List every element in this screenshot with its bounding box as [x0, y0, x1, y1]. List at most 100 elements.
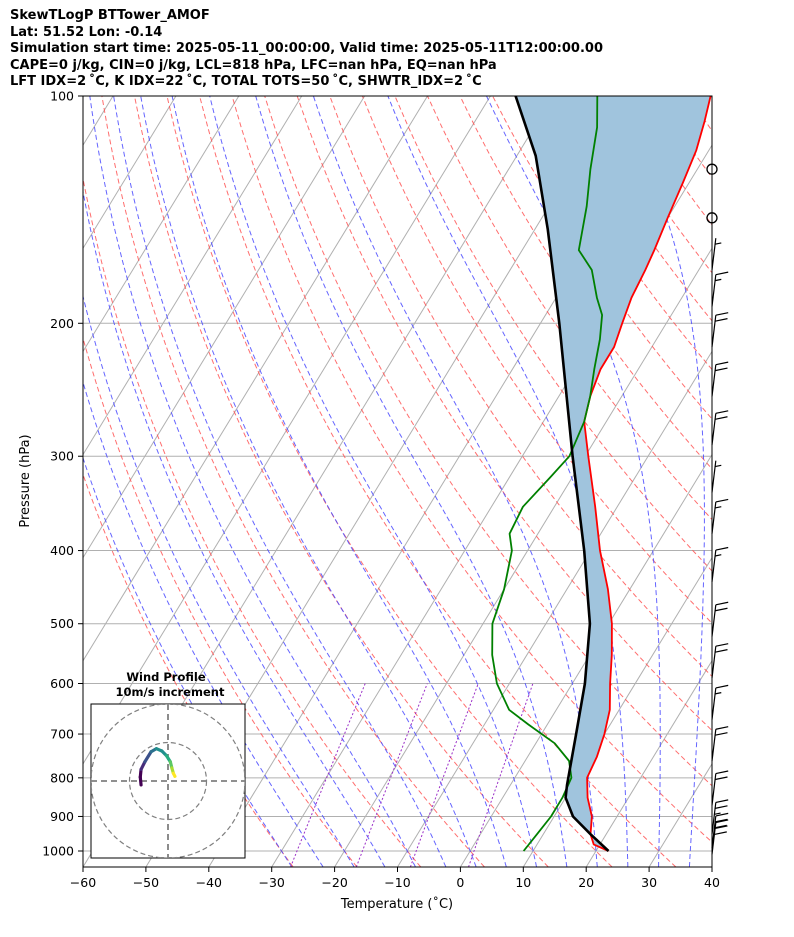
- wind-barb: [711, 601, 729, 637]
- moist-adiabat-line: [171, 96, 507, 867]
- wind-barb: [711, 410, 729, 446]
- barb-half-flag: [714, 506, 722, 509]
- wind-barb: [711, 726, 729, 762]
- x-tick-label: −20: [321, 875, 347, 890]
- barb-flag: [715, 819, 729, 824]
- dry-adiabat-line: [101, 96, 485, 867]
- x-tick-label: −30: [259, 875, 285, 890]
- wind-barb: [711, 770, 729, 806]
- y-tick-label: 400: [50, 543, 74, 558]
- plot-area: [83, 96, 794, 867]
- barb-flag: [714, 776, 728, 781]
- calm-circle: [706, 163, 718, 175]
- y-tick-label: 700: [50, 727, 74, 742]
- barb-staff: [711, 501, 717, 534]
- barb-staff: [711, 460, 717, 493]
- moist-adiabat-line: [83, 188, 386, 867]
- dry-adiabat-line: [199, 96, 677, 867]
- time-line: Simulation start time: 2025-05-11_00:00:…: [10, 41, 603, 56]
- barb-flag: [715, 812, 729, 817]
- barb-staff: [711, 815, 717, 848]
- y-tick-label: 1000: [42, 844, 74, 859]
- y-axis-label: Pressure (hPa): [18, 434, 33, 527]
- chart-title-block: SkewTLogP BTTower_AMOF Lat: 51.52 Lon: -…: [10, 8, 790, 91]
- cape-cin-fill: [515, 96, 711, 851]
- isotherm-line: [83, 96, 240, 353]
- dry-adiabat-line: [83, 336, 358, 867]
- wind-barb: [711, 361, 729, 397]
- axes: −60 −50 −40 −30 −20 −10 0 10 20 30 40 100 200 300 400 5…: [42, 89, 720, 891]
- barb-flag: [714, 318, 728, 322]
- barb-flag: [714, 732, 728, 736]
- barb-flag: [715, 643, 729, 647]
- y-tick-label: 500: [50, 616, 74, 631]
- isotherm-line: [83, 96, 303, 456]
- wind-barbs: [706, 163, 729, 855]
- wind-barb: [711, 684, 729, 720]
- barb-staff: [711, 729, 717, 762]
- barb-half-flag: [714, 242, 722, 245]
- isotherm-line: [334, 247, 712, 867]
- x-tick-label: −40: [196, 875, 222, 890]
- y-tick-label: 600: [50, 676, 74, 691]
- barb-flag: [715, 726, 729, 730]
- wind-barb: [711, 460, 722, 493]
- wind-barb: [711, 799, 729, 835]
- barb-staff: [711, 315, 717, 348]
- barb-flag: [715, 601, 729, 606]
- cape-line: CAPE=0 j/kg, CIN=0 j/kg, LCL=818 hPa, LF…: [10, 57, 497, 73]
- wind-barb: [711, 238, 722, 271]
- moist-adiabat-line: [209, 96, 538, 867]
- barb-flag: [714, 367, 728, 372]
- barb-half-flag: [714, 812, 721, 815]
- wind-barb: [711, 819, 729, 855]
- x-tick-label: 40: [704, 875, 720, 890]
- dry-adiabat-line: [83, 472, 294, 867]
- barb-staff: [711, 687, 717, 720]
- wind-barb: [711, 643, 729, 679]
- hodograph-plot: [91, 704, 245, 858]
- barb-staff: [711, 238, 717, 271]
- barb-flag: [715, 546, 729, 551]
- moist-adiabat-line: [720, 96, 765, 867]
- mixing-ratio-line: [290, 683, 366, 867]
- hodograph-segment: [143, 750, 153, 764]
- wind-barb: [706, 163, 718, 175]
- isotherm-line: [775, 96, 794, 867]
- isotherm-line: [83, 96, 366, 559]
- wind-barb: [711, 312, 729, 348]
- barb-flag: [714, 805, 728, 809]
- moist-adiabat-line: [615, 96, 705, 867]
- x-axis-label: Temperature (˚C): [340, 896, 453, 912]
- x-tick-label: −10: [384, 875, 410, 890]
- parcel-profile-line: [514, 96, 610, 852]
- x-tick-label: 20: [578, 875, 594, 890]
- x-tick-label: 10: [515, 875, 531, 890]
- barb-flag: [715, 361, 729, 366]
- barb-staff: [711, 364, 717, 397]
- moist-adiabat-line: [387, 96, 629, 867]
- wind-barb: [711, 498, 729, 534]
- isotherm-line: [83, 96, 177, 250]
- hodograph-subtitle: 10m/s increment: [116, 685, 225, 699]
- moist-adiabat-line: [140, 96, 477, 867]
- wind-barb: [711, 546, 729, 582]
- barb-staff: [711, 604, 717, 637]
- dry-adiabat-line: [721, 96, 794, 867]
- barb-flag: [715, 684, 729, 689]
- y-tick-label: 900: [50, 809, 74, 824]
- isotherm-line: [459, 453, 712, 867]
- barb-staff: [711, 802, 717, 835]
- hodograph-segment: [171, 771, 177, 778]
- barb-staff: [711, 822, 717, 855]
- barb-flag: [714, 818, 728, 823]
- dry-adiabat-line: [166, 96, 613, 867]
- barb-flag: [714, 416, 728, 420]
- barb-flag: [715, 799, 729, 803]
- isotherm-line: [585, 659, 712, 867]
- barb-half-flag: [714, 278, 722, 282]
- barb-flag: [714, 607, 728, 612]
- calm-circle: [706, 212, 718, 224]
- y-tick-label: 100: [50, 89, 74, 104]
- mixing-ratio-line: [468, 683, 534, 867]
